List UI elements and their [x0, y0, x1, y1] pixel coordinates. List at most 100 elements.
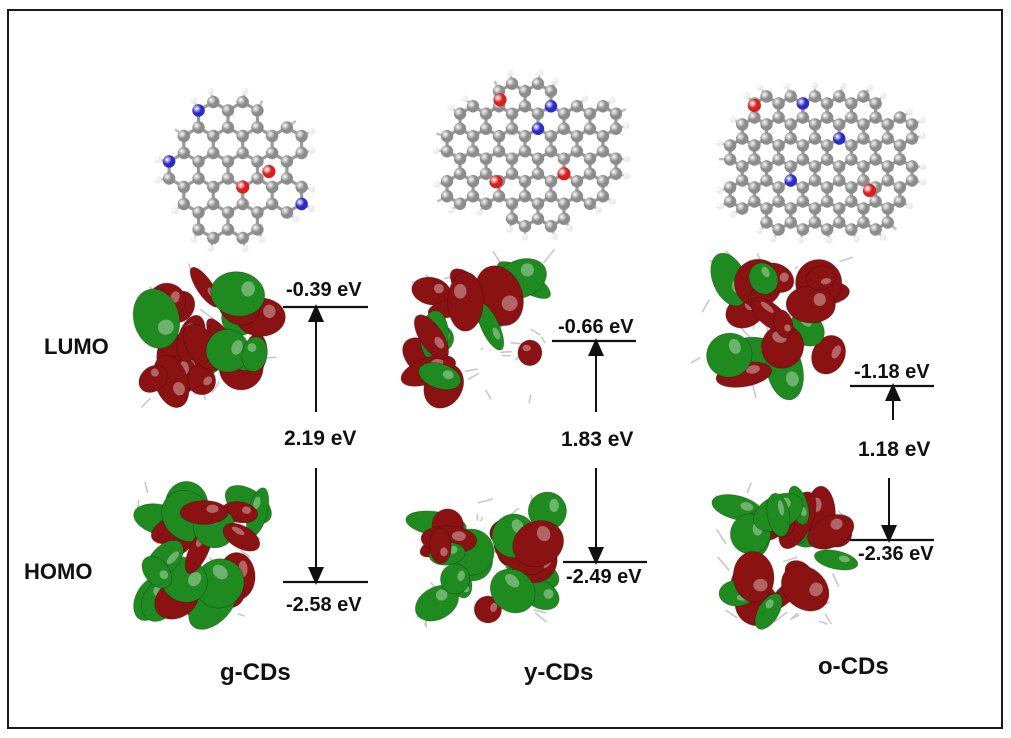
lobe-highlight [253, 496, 261, 510]
carbon-atom [492, 190, 506, 203]
carbon-atom [881, 202, 894, 215]
carbon-atom [505, 107, 519, 120]
carbon-atom [869, 111, 882, 124]
carbon-atom [505, 152, 519, 165]
bond [240, 549, 251, 558]
positive-lobe [138, 364, 168, 393]
lobe-highlight [505, 574, 520, 588]
lobe-highlight [212, 564, 228, 580]
carbon-atom [221, 206, 235, 219]
hydrogen-atom [506, 226, 514, 233]
carbon-atom [857, 202, 870, 215]
hydrogen-atom [769, 235, 777, 243]
carbon-atom [221, 155, 235, 168]
hydrogen-atom [756, 84, 764, 92]
bond [510, 507, 520, 516]
o-cds-molecule [715, 82, 927, 244]
carbon-atom [221, 104, 235, 117]
carbon-atom [760, 216, 773, 229]
hydrogen-atom [308, 127, 315, 135]
hydrogen-atom [461, 95, 469, 103]
negative-lobe [132, 288, 181, 349]
hydrogen-atom [756, 227, 763, 235]
carbon-atom [784, 202, 797, 215]
carbon-atom [736, 174, 749, 187]
bond [837, 510, 844, 516]
carbon-atom [518, 220, 532, 233]
carbon-atom [760, 90, 773, 103]
hydrogen-atom [447, 104, 455, 112]
carbon-atom [869, 97, 882, 110]
bond [701, 299, 710, 313]
carbon-atom [796, 153, 810, 166]
y-cds-lumo-orbital [400, 248, 556, 409]
carbon-atom [236, 231, 249, 245]
carbon-atom [207, 180, 220, 194]
carbon-atom [796, 139, 810, 152]
carbon-atom [479, 122, 493, 135]
bond [237, 612, 246, 617]
carbon-atom [893, 195, 907, 208]
carbon-atom [748, 139, 761, 152]
carbon-atom [207, 146, 220, 160]
carbon-atom [557, 212, 571, 225]
lobe-highlight [442, 370, 454, 380]
bond [533, 609, 547, 614]
bond [717, 556, 730, 571]
carbon-atom [492, 145, 506, 158]
lobe-highlight [231, 340, 243, 355]
carbon-atom [609, 122, 623, 135]
positive-lobe [780, 564, 830, 612]
oxygen-atom [262, 164, 276, 179]
carbon-atom [251, 104, 264, 117]
bond [480, 516, 484, 522]
carbon-atom [505, 122, 519, 135]
y-cds-caption: y-CDs [524, 659, 594, 686]
carbon-atom [207, 95, 220, 109]
hydrogen-atom [292, 215, 300, 223]
carbon-atom [570, 100, 584, 113]
carbon-atom [251, 121, 264, 134]
carbon-atom [583, 152, 597, 165]
oxygen-atom [862, 183, 877, 198]
positive-lobe [805, 265, 836, 291]
carbon-atom [466, 190, 480, 203]
carbon-atom [557, 197, 571, 210]
carbon-atom [236, 129, 249, 143]
bond [824, 613, 833, 625]
hydrogen-atom [839, 82, 847, 90]
carbon-atom [596, 145, 610, 158]
carbon-atom [869, 153, 882, 166]
hydrogen-atom [715, 139, 723, 147]
carbon-atom [466, 130, 480, 143]
hydrogen-atom [811, 82, 819, 89]
o-cds-homo-orbital [711, 482, 859, 630]
g-cds-band-gap: 2.19 eV [284, 427, 357, 450]
carbon-atom [466, 100, 480, 113]
carbon-atom [808, 216, 822, 229]
carbon-atom [845, 223, 858, 236]
hydrogen-atom [609, 197, 617, 205]
g-cds-molecule [154, 87, 316, 253]
carbon-atom [251, 155, 264, 168]
carbon-atom [881, 118, 894, 131]
negative-lobe [241, 336, 268, 373]
o-cds-caption: o-CDs [818, 653, 889, 680]
hydrogen-atom [623, 172, 631, 180]
carbon-atom [479, 197, 493, 210]
carbon-atom [544, 220, 558, 233]
carbon-atom [845, 153, 858, 166]
carbon-atom [544, 130, 558, 143]
carbon-atom [207, 129, 220, 143]
g-cds-molecule-bonds [158, 90, 313, 250]
orbital-plots [132, 248, 859, 630]
carbon-atom [583, 167, 597, 180]
bond [690, 357, 701, 364]
lobe-highlight [831, 345, 842, 359]
carbon-atom [845, 139, 858, 152]
carbon-atom [570, 130, 584, 143]
carbon-atom [596, 190, 610, 203]
lobe-highlight [522, 344, 531, 352]
nitrogen-atom [544, 100, 558, 113]
